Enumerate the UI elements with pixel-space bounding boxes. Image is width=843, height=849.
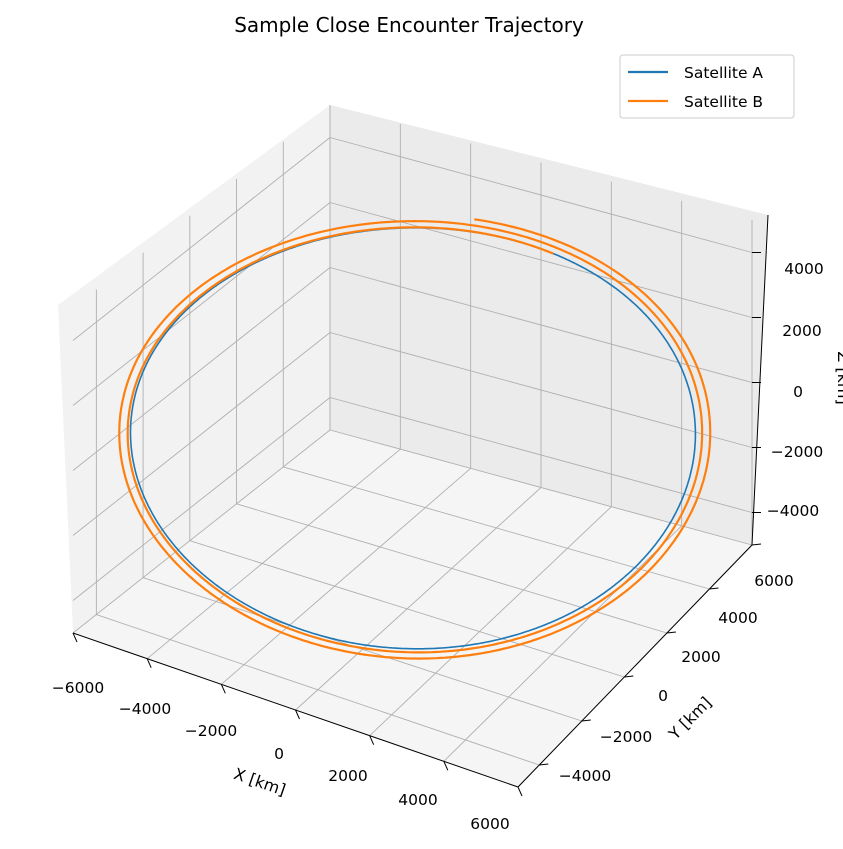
y-tick-label: 6000 — [754, 572, 793, 590]
grid-line-z-back — [329, 137, 753, 253]
x-axis-label: X [km] — [231, 764, 288, 799]
legend: Satellite A Satellite B — [619, 54, 795, 119]
x-tick-mark — [72, 632, 78, 643]
grid-line-z-back — [329, 332, 753, 448]
grid-line-x-floor — [146, 448, 401, 660]
grid-line-z-back — [329, 267, 753, 383]
chart-title: Sample Close Encounter Trajectory — [234, 13, 584, 37]
z-tick-label: −2000 — [771, 443, 823, 461]
grid-line-x-floor — [295, 487, 542, 711]
grid-line-y-floor — [96, 614, 540, 766]
y-tick-mark — [666, 631, 676, 634]
left-pane — [58, 105, 330, 633]
x-tick-labels: −6000 −4000 −2000 0 2000 4000 6000 — [52, 679, 510, 833]
z-axis-line — [751, 214, 769, 546]
y-tick-mark — [751, 543, 762, 546]
x-tick-mark — [443, 761, 449, 771]
z-tick-label: 4000 — [784, 260, 823, 278]
legend-label-b: Satellite B — [684, 93, 763, 111]
grid-line-y-floor — [189, 540, 625, 678]
grid-line-y-floor — [283, 466, 710, 590]
x-tick-mark — [220, 684, 226, 694]
y-tick-label: 4000 — [718, 609, 757, 627]
z-tick-label: −4000 — [767, 502, 819, 520]
y-tick-mark — [624, 675, 634, 678]
legend-box — [619, 54, 795, 119]
y-tick-mark — [581, 719, 591, 722]
x-tick-mark — [295, 709, 300, 720]
x-tick-label: 2000 — [328, 767, 367, 785]
tick-marks — [72, 252, 762, 797]
x-tick-label: 0 — [274, 745, 284, 763]
z-axis-label: Z [km] — [834, 351, 843, 404]
y-tick-labels: −4000 −2000 0 2000 4000 6000 — [559, 572, 794, 785]
x-tick-label: 4000 — [398, 791, 437, 809]
z-tick-label: 0 — [793, 383, 803, 401]
x-tick-label: 6000 — [470, 815, 509, 833]
y-axis-line — [517, 544, 753, 788]
z-tick-labels: −4000 −2000 0 2000 4000 — [767, 260, 824, 520]
grid-line-z-left — [72, 137, 331, 341]
grid-line-x-floor — [443, 525, 682, 762]
trajectories — [118, 218, 712, 660]
x-tick-label: −6000 — [52, 679, 104, 697]
axis-panes — [58, 105, 768, 787]
series-line-satellite-b — [118, 218, 712, 660]
y-tick-mark — [709, 587, 719, 590]
grid-line-y-floor — [329, 429, 753, 546]
x-tick-label: −2000 — [185, 722, 237, 740]
x-tick-mark — [146, 658, 152, 668]
x-tick-label: −4000 — [119, 700, 171, 718]
y-axis-label: Y [km] — [664, 693, 715, 744]
y-tick-label: 0 — [658, 687, 668, 705]
grid-line-x-floor — [369, 506, 612, 736]
y-tick-mark — [539, 763, 549, 766]
grid-lines — [72, 105, 753, 788]
grid-line-x-floor — [72, 429, 331, 634]
x-tick-mark — [369, 735, 375, 745]
grid-line-z-left — [72, 202, 331, 406]
z-tick-label: 2000 — [782, 322, 821, 340]
grid-line-z-left — [72, 397, 331, 601]
y-tick-label: −4000 — [559, 767, 611, 785]
grid-line-z-left — [72, 267, 331, 471]
x-tick-mark — [517, 786, 523, 797]
grid-line-z-left — [72, 332, 331, 536]
grid-line-z-back — [329, 397, 753, 513]
grid-line-x-floor — [221, 467, 471, 685]
grid-line-y-floor — [142, 577, 582, 722]
y-tick-label: −2000 — [600, 728, 652, 746]
y-tick-label: 2000 — [681, 648, 720, 666]
legend-label-a: Satellite A — [684, 64, 763, 82]
back-pane — [330, 105, 768, 545]
floor-pane — [73, 430, 752, 787]
